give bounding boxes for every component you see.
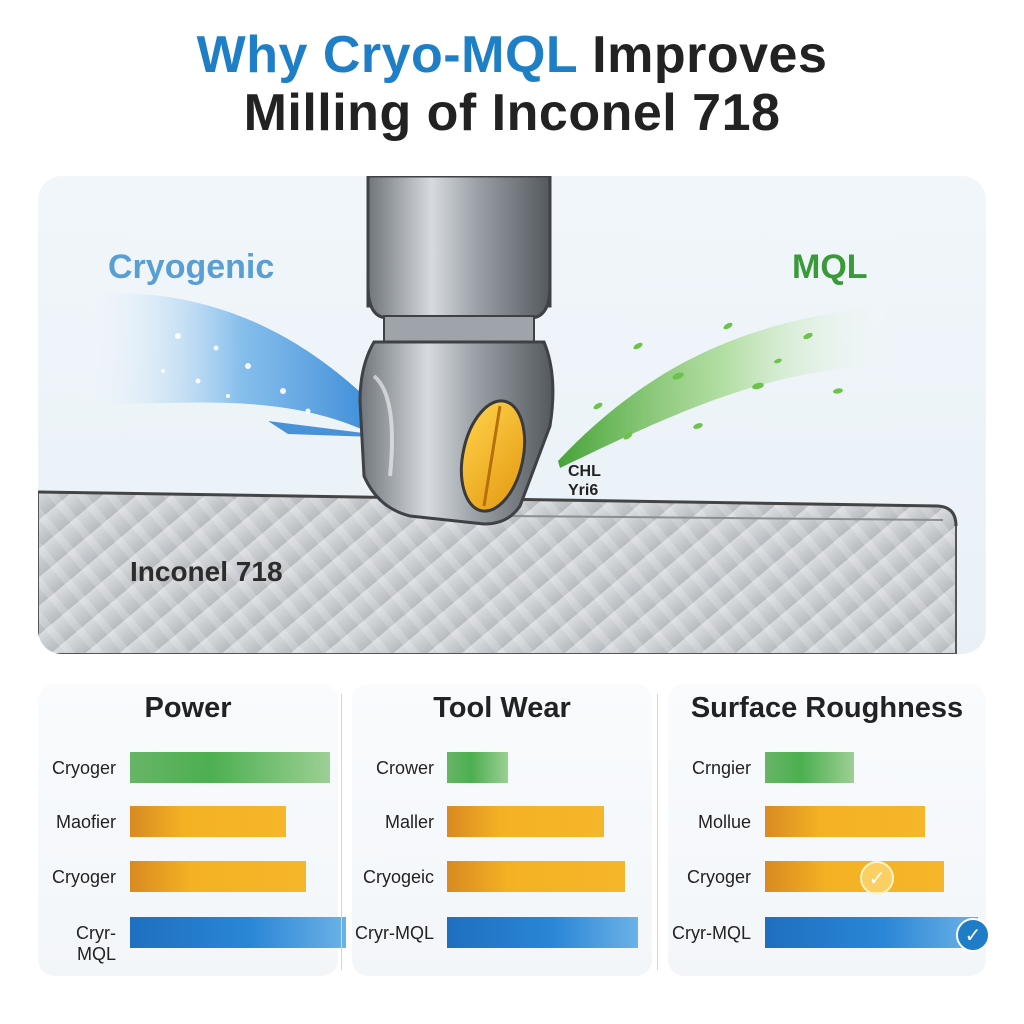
surface-roughness-bar-row: Cryoger ✓ [668,861,986,895]
bar-label: Cryr-MQL [672,923,751,943]
page-title: Why Cryo-MQL Improves Milling of Inconel… [0,26,1024,142]
bar-label: Cryoger [51,867,116,887]
bar-green [447,752,508,783]
power-bar-row: Cryoger [38,752,338,786]
tool-label-line1: CHL [568,463,601,480]
bar-label: Cryoger [686,867,751,887]
bar-orange [447,861,625,892]
tool-wear-chart-panel: Tool Wear Crower Maller Cryogeic Cryr-MQL [352,684,652,976]
bar-orange [130,806,286,837]
title-rest: Improves [577,26,828,84]
tool-label: CHL Yri6 [568,462,628,500]
bar-label: Cryogeic [362,867,434,887]
bar-label: Cryoger [51,758,116,778]
bar-label: Crower [375,758,434,778]
title-line2: Milling of Inconel 718 [243,84,781,142]
workpiece-label: Inconel 718 [130,556,283,587]
bar-orange [130,861,306,892]
bar-label: Cryr-MQL [355,923,434,943]
tool-label-line2: Yri6 [568,482,599,499]
milling-scene-graphic [38,176,958,654]
tool-wear-chart-title: Tool Wear [433,692,571,724]
bar-label: Mollue [697,812,751,832]
panel-divider [657,694,658,970]
cryogenic-label: Cryogenic [108,248,275,286]
panel-divider [341,694,342,970]
tool-wear-bar-row: Maller [352,806,652,840]
bar-label: Crngier [691,758,751,778]
surface-roughness-chart-title: Surface Roughness [690,692,964,724]
mql-label: MQL [792,248,868,286]
surface-roughness-bar-row: Mollue [668,806,986,840]
check-icon: ✓ [860,861,894,895]
power-bar-row: Maofier [38,806,338,840]
bar-blue [130,917,346,948]
bar-blue [765,917,978,948]
milling-illustration [38,176,986,654]
bar-green [130,752,330,783]
bar-label: Maofier [55,812,116,832]
power-bar-row: Cryoger [38,861,338,895]
power-chart-panel: Power Cryoger Maofier Cryoger Cryr-MQL [38,684,346,976]
bar-green [765,752,854,783]
tool-wear-bar-row: Cryogeic [352,861,652,895]
title-accent: Why Cryo-MQL [196,26,578,84]
bar-label: Cryr-MQL [76,923,116,964]
tool-wear-bar-row: Cryr-MQL [352,917,652,951]
tool-wear-bar-row: Crower [352,752,652,786]
bar-orange [765,861,944,892]
check-icon: ✓ [956,918,990,952]
bar-orange [765,806,925,837]
surface-roughness-bar-row: Cryr-MQL ✓ [668,917,990,952]
surface-roughness-chart-panel: Surface Roughness Crngier Mollue Cryoger ✓ C… [668,684,990,976]
bar-label: Maller [384,812,434,832]
power-bar-row: Cryr-MQL [38,917,346,964]
surface-roughness-bar-row: Crngier [668,752,986,786]
bar-blue [447,917,638,948]
bar-orange [447,806,604,837]
power-chart-title: Power [144,692,232,724]
